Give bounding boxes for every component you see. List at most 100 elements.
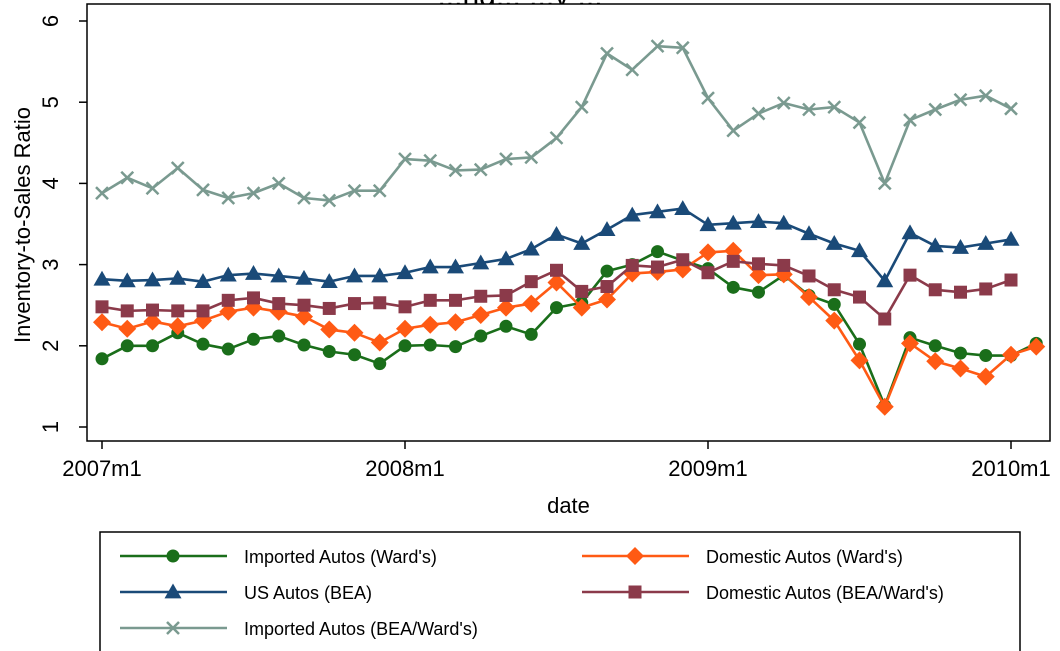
x-tick-label: 2008m1 [365, 456, 445, 481]
data-point [371, 267, 389, 283]
series-square [95, 253, 1018, 326]
y-tick-label: 3 [38, 258, 63, 270]
x-tick-label: 2009m1 [668, 456, 748, 481]
data-point [926, 237, 944, 253]
data-point [600, 46, 614, 61]
data-point [221, 293, 235, 307]
data-point [219, 266, 237, 282]
data-point [1004, 273, 1018, 287]
data-point [547, 273, 566, 292]
data-point [196, 304, 210, 318]
y-axis-label: Inventory-to-Sales Ratio [10, 107, 35, 343]
data-point [751, 106, 766, 121]
data-point [573, 234, 591, 250]
data-point [423, 293, 437, 307]
data-point [93, 270, 111, 286]
y-tick-label: 2 [38, 340, 63, 352]
data-point [295, 269, 313, 285]
legend-label: Imported Autos (BEA/Ward's) [244, 619, 478, 639]
data-point [194, 273, 212, 289]
data-point [726, 254, 740, 268]
data-point [322, 344, 336, 358]
data-point [877, 176, 892, 191]
legend-item: US Autos (BEA) [120, 583, 372, 603]
x-tick-label: 2010m1 [971, 456, 1051, 481]
data-point [146, 303, 159, 317]
data-point [297, 191, 311, 205]
legend-marker [164, 583, 182, 599]
y-tick-label: 6 [38, 15, 63, 27]
data-point [95, 186, 109, 201]
data-point [825, 234, 843, 250]
data-point [572, 298, 591, 317]
data-point [878, 312, 892, 326]
data-point [903, 268, 917, 282]
data-point [726, 280, 740, 294]
data-point [853, 337, 866, 351]
data-point [144, 271, 161, 287]
legend-item: Domestic Autos (BEA/Ward's) [582, 583, 944, 603]
data-point [398, 300, 412, 314]
data-point [550, 301, 563, 315]
data-point [120, 339, 134, 353]
data-point [600, 280, 614, 294]
data-point [928, 102, 943, 117]
data-point [398, 152, 412, 166]
data-point [120, 304, 134, 318]
data-point [802, 102, 816, 117]
legend-item: Domestic Autos (Ward's) [582, 547, 903, 567]
data-point [1002, 230, 1020, 246]
data-point [675, 40, 690, 55]
data-point [499, 152, 513, 166]
y-tick-label: 5 [38, 96, 63, 108]
data-point [320, 320, 339, 339]
data-point [169, 269, 187, 285]
data-point [524, 275, 538, 289]
data-point [373, 296, 387, 310]
data-point [522, 240, 540, 256]
data-point [827, 100, 842, 114]
data-point [345, 323, 364, 342]
data-point [954, 285, 967, 299]
data-point [271, 176, 286, 191]
data-point [524, 327, 538, 341]
data-point [598, 221, 616, 237]
data-point [396, 264, 414, 280]
data-point [447, 258, 464, 274]
data-point [825, 311, 844, 330]
data-point [726, 123, 741, 138]
data-point [775, 214, 793, 230]
data-point [802, 269, 816, 283]
data-point [901, 334, 919, 353]
data-point [752, 285, 765, 299]
legend-item: Imported Autos (Ward's) [120, 547, 437, 567]
data-point [1027, 337, 1046, 356]
data-point [1004, 101, 1018, 116]
data-point [297, 298, 311, 312]
data-point [471, 305, 490, 324]
data-point [449, 340, 462, 354]
data-point [423, 338, 437, 352]
data-point [473, 162, 488, 177]
data-point [170, 161, 185, 175]
legend-item: Imported Autos (BEA/Ward's) [120, 619, 478, 639]
data-point [524, 150, 539, 165]
data-point [474, 289, 488, 303]
data-point [247, 291, 260, 305]
data-point [574, 100, 589, 114]
data-point [701, 266, 715, 280]
data-point [1002, 345, 1020, 364]
data-point [522, 294, 541, 313]
legend-marker [166, 549, 180, 563]
data-point [346, 267, 363, 283]
data-point [550, 263, 563, 277]
legend-label: US Autos (BEA) [244, 583, 372, 603]
data-point [272, 297, 286, 311]
data-point [372, 183, 387, 198]
data-point [120, 170, 135, 185]
data-point [95, 300, 109, 314]
data-point [297, 338, 311, 352]
data-point [295, 307, 313, 326]
data-point [928, 283, 942, 297]
